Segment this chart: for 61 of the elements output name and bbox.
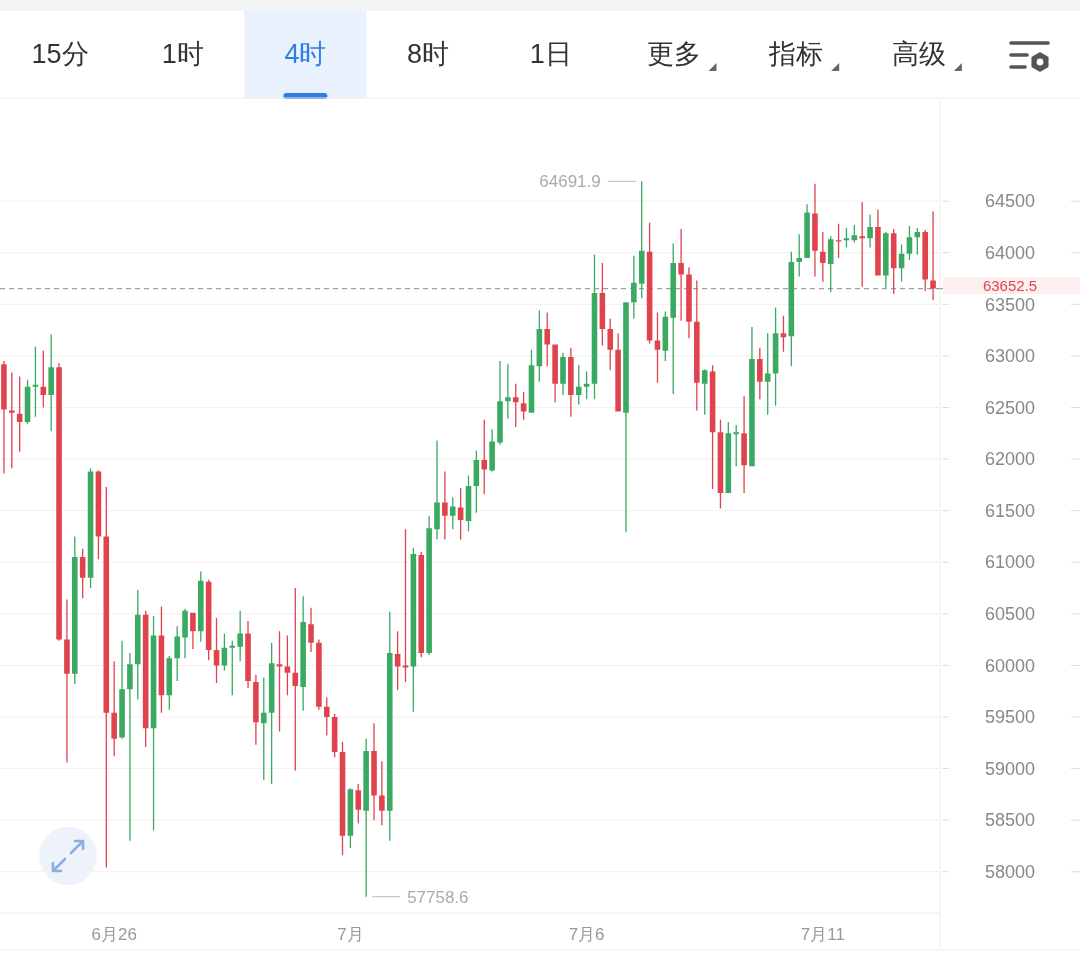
y-tick-label: 58500 [984,810,1036,831]
candlestick [300,596,306,711]
text: 1时 [161,39,204,70]
x-tick-label: 7月6 [568,924,605,944]
annotation: 64691.9 [539,172,601,192]
candlestick [741,396,747,494]
candlestick [489,429,495,472]
text: 8时 [407,39,450,70]
y-tick-label: 63000 [984,346,1036,367]
y-tick-label: 61000 [984,552,1036,573]
ref-line-label: 63652.5 [982,276,1038,294]
text: 15分 [31,39,89,70]
candlestick [119,640,125,739]
candlestick [686,267,692,339]
candlestick [497,361,503,445]
candlestick [253,674,259,745]
y-tick-label: 59000 [984,758,1036,779]
candlestick [749,327,755,467]
candlestick [867,214,873,248]
candlestick [245,621,251,689]
candlestick [568,347,574,417]
candlestick [190,612,196,649]
candlestick [308,607,314,652]
text: 高级 [891,39,946,70]
y-tick-label: 60000 [984,655,1036,676]
y-tick-label: 64500 [984,191,1036,212]
y-tick-label: 60500 [984,604,1036,625]
candlestick [127,653,133,841]
y-tick-label: 63500 [984,294,1036,315]
candlestick [1,361,7,474]
text: 指标 [768,39,824,70]
candlestick [64,599,70,763]
candlestick [552,344,558,403]
candlestick [560,352,566,396]
candlestick [363,738,369,897]
y-tick-label: 58000 [984,861,1036,882]
candlestick [875,209,881,276]
candlestick [930,211,936,301]
y-tick-label: 62000 [984,449,1036,470]
candlestick [442,471,448,540]
x-tick-label: 7月 [337,924,364,944]
candlestick [631,255,637,319]
x-tick-label: 7月11 [800,924,845,944]
candlestick [371,723,377,821]
candlestick [505,364,511,419]
x-tick-label: 6月26 [91,924,137,944]
candlestick [434,440,440,540]
candlestick [182,608,188,659]
candlestick [812,183,818,277]
text: 更多 [646,39,701,70]
candlestick [379,761,385,826]
candlestick [615,333,621,412]
y-tick-label: 64000 [984,242,1036,263]
candlestick [623,302,629,533]
text: 4时 [284,39,327,70]
candlestick [678,229,684,321]
y-tick-label: 62500 [984,397,1036,418]
text: 1日 [529,39,572,70]
y-tick-label: 59500 [984,707,1036,728]
annotation: 57758.6 [407,887,469,907]
y-tick-label: 61500 [984,500,1036,521]
